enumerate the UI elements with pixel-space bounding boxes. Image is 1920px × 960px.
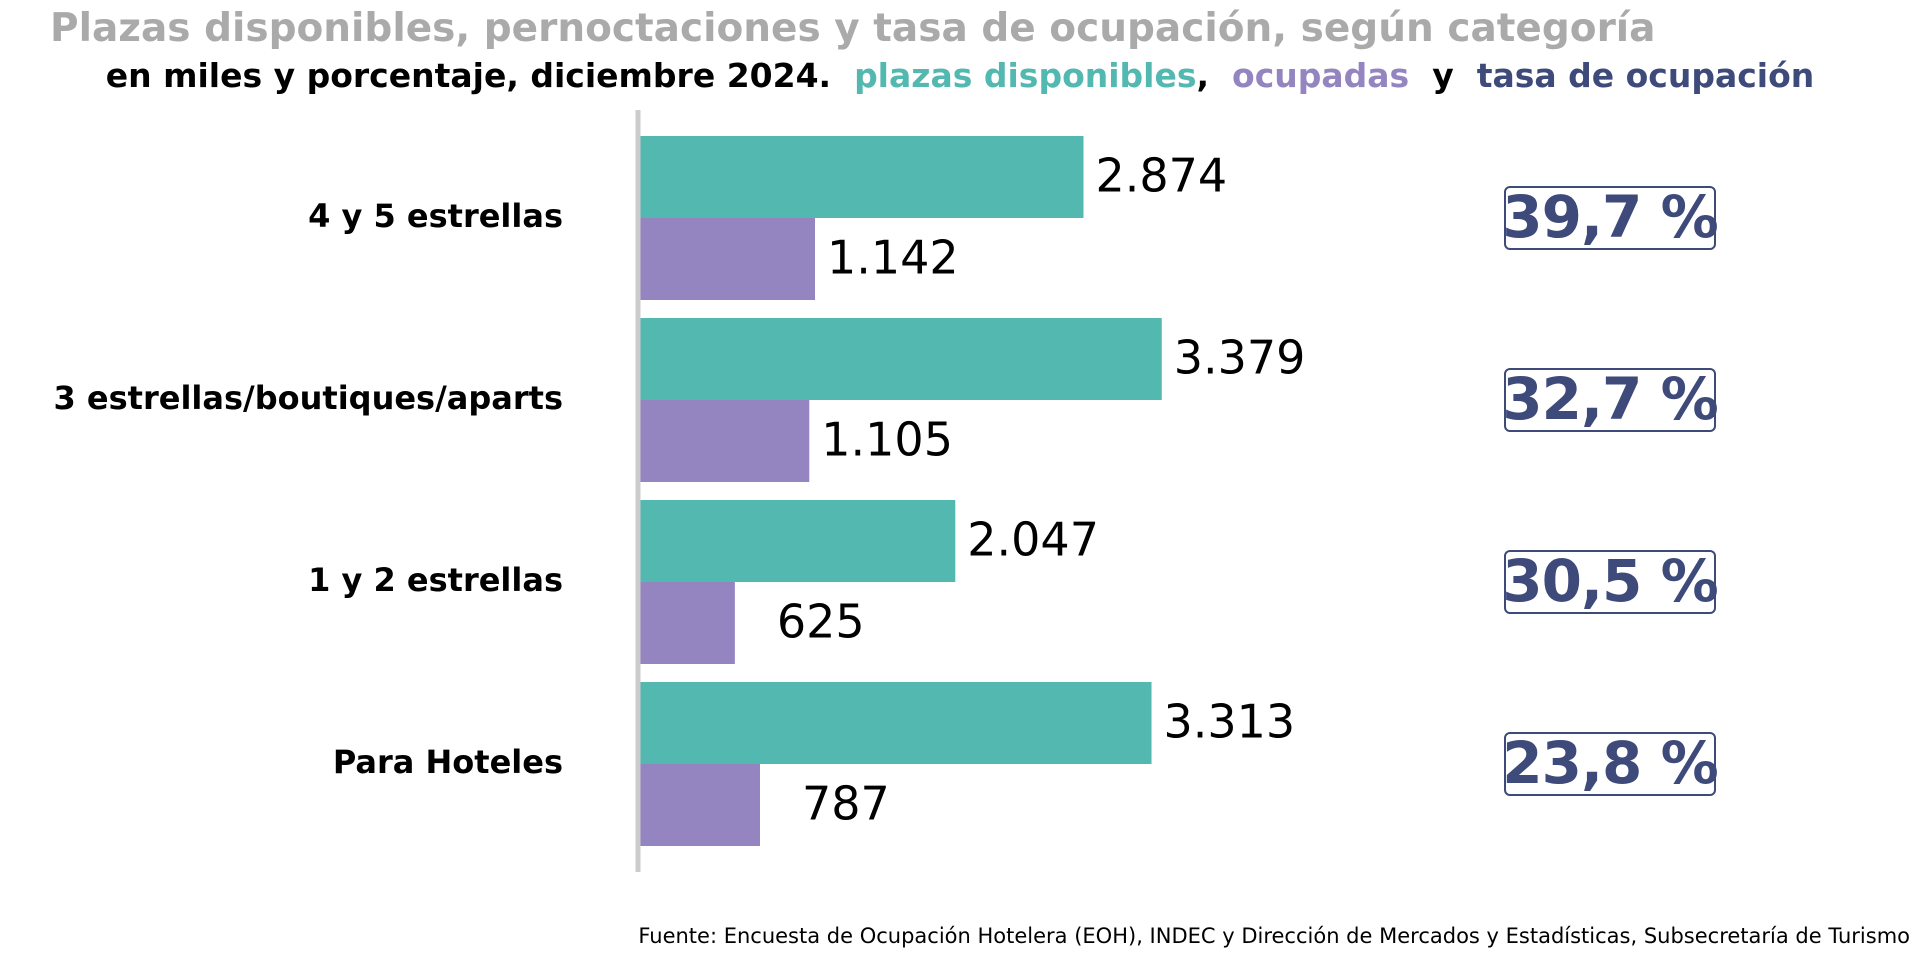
value-label-occupied: 625 — [777, 595, 865, 649]
bar-available — [638, 500, 956, 582]
value-label-available: 2.047 — [967, 513, 1099, 567]
chart-subtitle: en miles y porcentaje, diciembre 2024. p… — [0, 56, 1920, 95]
occupancy-badge — [1504, 550, 1716, 614]
occupancy-badge — [1504, 368, 1716, 432]
category-label: 4 y 5 estrellas — [308, 197, 563, 235]
bar-available — [638, 682, 1152, 764]
bar-occupied — [638, 764, 760, 846]
chart-title: Plazas disponibles, pernoctaciones y tas… — [50, 6, 1656, 51]
legend-series-rate: tasa de ocupación — [1476, 56, 1815, 95]
bar-available — [638, 136, 1084, 218]
occupancy-rate-label: 39,7 % — [1502, 183, 1717, 251]
legend-sep-2: y — [1432, 56, 1454, 95]
legend-sep-1: , — [1196, 56, 1210, 95]
bar-occupied — [638, 218, 816, 300]
legend-series-available: plazas disponibles — [854, 56, 1197, 95]
value-label-occupied: 1.142 — [827, 231, 959, 285]
bar-available — [638, 318, 1162, 400]
value-label-available: 3.379 — [1174, 331, 1306, 385]
occupancy-badge — [1504, 186, 1716, 250]
occupancy-rate-label: 32,7 % — [1502, 365, 1717, 433]
bar-occupied — [638, 400, 810, 482]
value-label-occupied: 787 — [802, 777, 890, 831]
category-label: 1 y 2 estrellas — [308, 561, 563, 599]
value-label-occupied: 1.105 — [821, 413, 953, 467]
bar-occupied — [638, 582, 735, 664]
source-note: Fuente: Encuesta de Ocupación Hotelera (… — [638, 924, 1910, 948]
occupancy-rate-label: 23,8 % — [1502, 729, 1717, 797]
legend-series-occupied: ocupadas — [1232, 56, 1410, 95]
subtitle-prefix: en miles y porcentaje, diciembre 2024. — [105, 56, 832, 95]
value-label-available: 2.874 — [1095, 149, 1227, 203]
occupancy-rate-label: 30,5 % — [1502, 547, 1717, 615]
category-label: Para Hoteles — [333, 743, 563, 781]
value-label-available: 3.313 — [1164, 695, 1296, 749]
occupancy-badge — [1504, 732, 1716, 796]
category-label: 3 estrellas/boutiques/aparts — [54, 379, 563, 417]
